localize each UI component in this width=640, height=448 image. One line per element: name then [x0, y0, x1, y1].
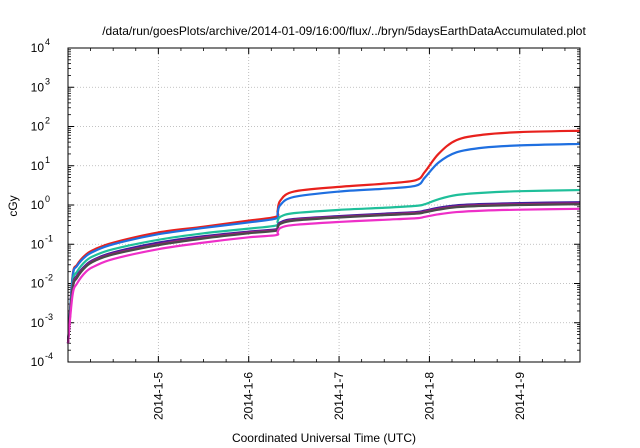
y-tick-label: 10 [31, 277, 45, 291]
y-tick-label: 10 [31, 120, 45, 134]
x-tick-labels: 2014-1-5 2014-1-6 2014-1-7 2014-1-8 2014-1-9 [151, 372, 526, 420]
x-tick-label: 2014-1-5 [151, 372, 165, 420]
y-tick-exponent: -2 [45, 273, 53, 283]
y-tick-label: 10 [31, 237, 45, 251]
y-tick-base: 10 [31, 355, 45, 369]
plot-frame [67, 47, 581, 363]
y-tick-label: 10 [31, 316, 45, 330]
x-tick-label: 2014-1-6 [242, 372, 256, 420]
y-tick-base: 10 [31, 159, 45, 173]
y-tick-exponent: 3 [45, 76, 50, 86]
y-tick-exponent: 1 [45, 155, 50, 165]
y-tick-label: 10 [31, 198, 45, 212]
y-tick-exponent: -4 [45, 351, 53, 361]
y-tick-base: 10 [31, 120, 45, 134]
y-tick-base: 10 [31, 237, 45, 251]
y-tick-base: 10 [31, 198, 45, 212]
y-tick-exponent: 0 [45, 194, 50, 204]
x-tick-label: 2014-1-9 [513, 372, 527, 420]
y-tick-exponent: 4 [45, 37, 50, 47]
y-axis-title: cGy [6, 195, 20, 216]
y-tick-base: 10 [31, 316, 45, 330]
y-tick-exponent: -3 [45, 312, 53, 322]
y-tick-base: 10 [31, 41, 45, 55]
y-tick-base: 10 [31, 277, 45, 291]
x-tick-label: 2014-1-7 [332, 372, 346, 420]
y-tick-exponent: 2 [45, 116, 50, 126]
chart-title: /data/run/goesPlots/archive/2014-01-09/1… [102, 24, 586, 38]
series-line-3 [66, 188, 581, 344]
series-layer [66, 129, 581, 344]
y-tick-base: 10 [31, 80, 45, 94]
y-tick-label: 10 [31, 80, 45, 94]
y-tick-label: 10 [31, 41, 45, 55]
x-axis-title: Coordinated Universal Time (UTC) [232, 431, 416, 445]
x-tick-label: 2014-1-8 [422, 372, 436, 420]
y-tick-label: 10 [31, 159, 45, 173]
y-tick-label: 10 [31, 355, 45, 369]
y-tick-exponent: -1 [45, 233, 53, 243]
series-line-6 [66, 203, 581, 344]
series-line-2 [66, 142, 581, 344]
series-line-7 [66, 207, 581, 344]
